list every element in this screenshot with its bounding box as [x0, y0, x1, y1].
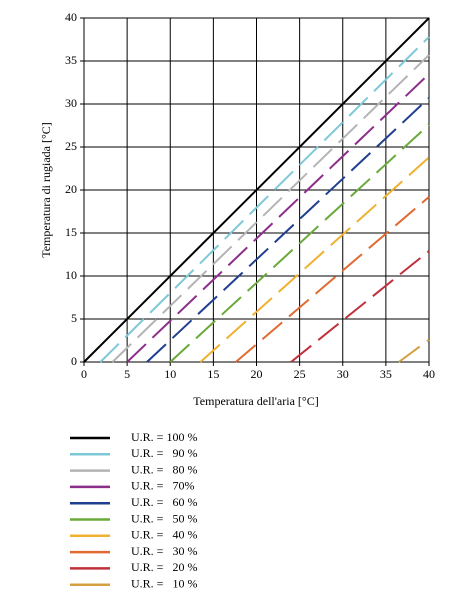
legend-label: U.R. = 40 % [131, 528, 197, 542]
y-tick-label: 0 [71, 354, 77, 368]
legend-label: U.R. = 70% [131, 479, 194, 493]
y-tick-label: 20 [65, 182, 77, 196]
y-tick-label: 5 [71, 311, 77, 325]
series-line [83, 17, 430, 363]
series-line [199, 156, 430, 363]
legend-label: U.R. = 50 % [131, 511, 197, 525]
plot-frame [83, 17, 430, 363]
legend-label: U.R. = 80 % [131, 462, 197, 476]
series-line [169, 123, 430, 363]
x-tick-label: 20 [251, 367, 263, 381]
y-tick-label: 25 [65, 139, 77, 153]
x-tick-label: 40 [423, 367, 435, 381]
y-tick-label: 35 [65, 53, 77, 67]
legend-label: U.R. = 30 % [131, 544, 197, 558]
x-axis-label: Temperatura dell'aria [°C] [193, 394, 318, 408]
legend-label: U.R. = 60 % [131, 495, 197, 509]
y-tick-label: 15 [65, 225, 77, 239]
legend-label: U.R. = 10 % [131, 576, 197, 590]
x-tick-label: 30 [337, 367, 349, 381]
series-line [146, 97, 430, 363]
series-line [111, 54, 430, 363]
legend-label: U.R. = 90 % [131, 446, 197, 460]
x-tick-label: 5 [124, 367, 130, 381]
y-tick-label: 40 [65, 10, 77, 24]
y-axis-label: Temperatura di rugiada [°C] [39, 122, 53, 258]
y-tick-label: 30 [65, 96, 77, 110]
legend-label: U.R. = 20 % [131, 560, 197, 574]
x-tick-label: 25 [294, 367, 306, 381]
y-tick-label: 10 [65, 268, 77, 282]
x-tick-label: 35 [380, 367, 392, 381]
x-tick-label: 10 [164, 367, 176, 381]
series-line [235, 196, 430, 363]
series-line [99, 36, 430, 363]
legend-label: U.R. = 100 % [131, 430, 197, 444]
x-tick-label: 15 [207, 367, 219, 381]
x-tick-label: 0 [81, 367, 87, 381]
series-line [398, 338, 430, 363]
series-line [290, 250, 430, 363]
